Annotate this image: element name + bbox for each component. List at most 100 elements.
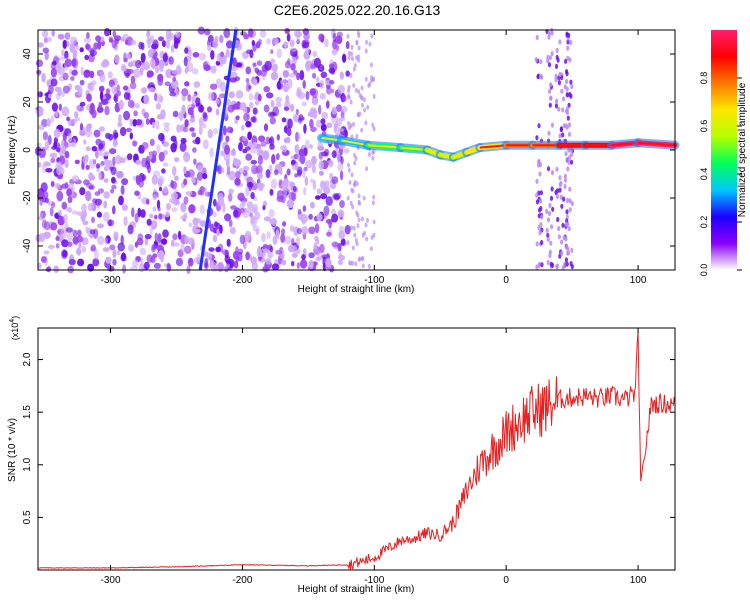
noise-speckle: [85, 43, 90, 50]
burst-speckle: [547, 62, 552, 68]
burst-speckle: [539, 198, 543, 204]
noise-speckle: [361, 102, 364, 108]
noise-speckle: [126, 53, 131, 60]
noise-speckle: [123, 216, 128, 227]
noise-speckle: [183, 178, 188, 186]
noise-speckle: [103, 191, 110, 199]
burst-speckle: [548, 102, 552, 108]
noise-speckle: [156, 93, 163, 104]
noise-speckle: [271, 154, 276, 165]
colorbar-tick-label: 0.2: [699, 216, 709, 229]
noise-speckle: [116, 84, 121, 93]
noise-speckle: [38, 124, 45, 131]
noise-speckle: [257, 155, 263, 166]
burst-speckle: [538, 171, 542, 177]
noise-speckle: [159, 62, 164, 72]
noise-speckle: [273, 169, 279, 176]
noise-speckle: [260, 30, 267, 38]
noise-speckle: [151, 150, 157, 157]
noise-speckle: [239, 31, 247, 36]
snr-series-line: [37, 330, 676, 570]
noise-speckle: [147, 49, 154, 58]
noise-speckle: [172, 76, 177, 82]
noise-speckle: [366, 217, 369, 223]
noise-speckle: [357, 217, 361, 223]
noise-speckle: [121, 204, 128, 211]
noise-speckle: [45, 197, 49, 204]
noise-speckle: [349, 72, 353, 78]
noise-speckle: [134, 190, 140, 196]
burst-speckle: [565, 78, 569, 85]
noise-speckle: [316, 76, 320, 83]
burst-speckle: [567, 32, 571, 38]
noise-speckle: [112, 139, 119, 148]
noise-speckle: [130, 39, 137, 46]
noise-speckle: [270, 49, 274, 54]
noise-speckle: [251, 164, 258, 175]
burst-speckle: [534, 57, 538, 63]
noise-speckle: [295, 131, 299, 142]
noise-speckle: [53, 128, 61, 139]
noise-speckle: [129, 118, 134, 127]
y-tick-label: 20: [22, 96, 33, 108]
noise-speckle: [318, 170, 324, 176]
noise-speckle: [275, 96, 283, 103]
burst-speckle: [557, 80, 562, 86]
noise-speckle: [316, 251, 322, 261]
noise-speckle: [337, 242, 342, 252]
noise-speckle: [286, 199, 295, 209]
noise-speckle: [68, 68, 73, 76]
noise-speckle: [94, 191, 101, 196]
noise-speckle: [127, 99, 135, 109]
noise-speckle: [197, 26, 205, 35]
burst-speckle: [550, 122, 555, 128]
noise-speckle: [358, 256, 362, 262]
burst-speckle: [566, 55, 570, 62]
noise-speckle: [85, 226, 89, 234]
noise-speckle: [308, 259, 314, 269]
noise-speckle: [135, 159, 142, 165]
noise-speckle: [331, 176, 339, 185]
burst-speckle: [537, 123, 541, 129]
noise-speckle: [193, 81, 201, 88]
noise-speckle: [79, 187, 86, 196]
burst-speckle: [570, 159, 574, 165]
noise-speckle: [61, 239, 69, 248]
noise-speckle: [337, 36, 342, 45]
noise-speckle: [192, 147, 197, 153]
noise-speckle: [85, 127, 92, 138]
noise-speckle: [238, 142, 243, 152]
noise-speckle: [265, 136, 270, 145]
burst-speckle: [560, 88, 564, 94]
noise-speckle: [309, 144, 313, 149]
burst-speckle: [555, 54, 559, 60]
noise-speckle: [311, 155, 317, 166]
noise-speckle: [95, 163, 101, 169]
noise-speckle: [361, 256, 365, 261]
noise-speckle: [112, 258, 117, 266]
noise-speckle: [341, 95, 347, 102]
noise-speckle: [172, 233, 178, 241]
burst-speckle: [560, 203, 564, 209]
noise-speckle: [318, 33, 325, 42]
noise-speckle: [250, 116, 256, 123]
noise-speckle: [111, 84, 115, 94]
noise-speckle: [100, 61, 108, 68]
noise-speckle: [282, 221, 287, 227]
colorbar: 0.0 0.2 0.4 0.6 0.8 Normalized spectral ampl…: [699, 30, 748, 276]
noise-speckle: [308, 213, 313, 220]
noise-speckle: [163, 122, 171, 127]
noise-speckle: [364, 76, 368, 82]
noise-speckle: [338, 225, 345, 232]
noise-speckle: [130, 75, 136, 84]
noise-speckle: [143, 94, 150, 105]
noise-speckle: [156, 144, 161, 154]
noise-speckle: [252, 225, 260, 232]
noise-speckle: [353, 152, 357, 158]
noise-speckle: [262, 150, 270, 161]
noise-speckle: [60, 90, 65, 98]
noise-speckle: [53, 265, 59, 273]
burst-speckle: [551, 206, 555, 212]
noise-speckle: [353, 232, 357, 238]
burst-speckle: [567, 159, 571, 165]
